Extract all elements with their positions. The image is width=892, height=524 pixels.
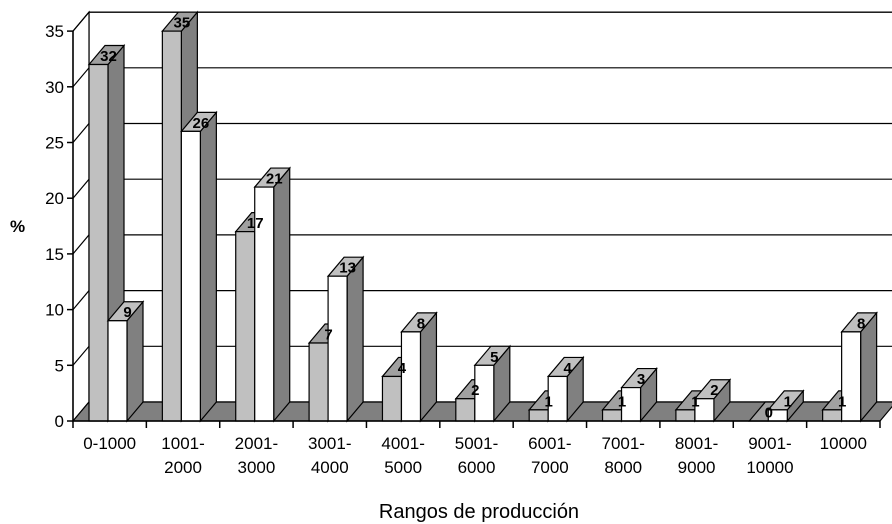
data-label: 4: [398, 360, 407, 377]
bar-front: [675, 409, 696, 422]
bar: [546, 355, 585, 423]
data-label: 1: [691, 393, 699, 410]
bar: [326, 255, 365, 423]
x-tick-label: 8001-9000: [675, 434, 718, 477]
data-label: 8: [417, 315, 425, 332]
data-label: 13: [339, 260, 356, 277]
data-label: 1: [838, 393, 846, 410]
data-label: 32: [100, 48, 117, 65]
bar-front: [327, 275, 348, 422]
bar: [766, 389, 805, 423]
data-label: 21: [266, 171, 283, 188]
bar-front: [308, 342, 329, 422]
data-label: 7: [324, 327, 332, 344]
x-tick-label: 1001-2000: [161, 434, 204, 477]
bar-side: [346, 255, 364, 423]
x-tick-label: 0-1000: [83, 434, 136, 453]
y-tick-label: 0: [55, 412, 64, 431]
data-label: 26: [193, 115, 210, 132]
bar-front: [528, 409, 549, 422]
bar: [180, 110, 218, 423]
chart-bars: [87, 10, 878, 423]
side-wall: [72, 10, 90, 423]
data-label: 17: [247, 215, 264, 232]
x-axis-title: Rangos de producción: [379, 501, 579, 523]
y-tick-label: 15: [45, 245, 64, 264]
bar: [693, 378, 732, 423]
bar-front: [107, 320, 128, 422]
data-label: 3: [637, 371, 645, 388]
bar: [253, 166, 292, 423]
bar: [473, 344, 512, 423]
data-label: 1: [618, 393, 626, 410]
bar-front: [235, 231, 256, 422]
bar-side: [273, 166, 291, 423]
x-tick-label: 10000: [820, 434, 867, 453]
y-tick-label: 25: [45, 134, 64, 153]
data-label: 8: [857, 315, 865, 332]
bar-front: [822, 409, 843, 422]
data-label: 1: [545, 393, 553, 410]
gridline: [72, 11, 892, 32]
x-tick-label: 9001-10000: [746, 434, 793, 477]
data-label: 4: [564, 360, 573, 377]
x-tick-label: 5001-6000: [455, 434, 498, 477]
bar-front: [601, 409, 623, 422]
y-tick-label: 5: [55, 356, 64, 375]
bar-front: [455, 398, 476, 422]
bar-side: [199, 110, 217, 423]
y-tick-label: 20: [45, 189, 64, 208]
data-label: 2: [471, 382, 479, 399]
y-axis-title: %: [10, 217, 25, 236]
data-label: 35: [174, 15, 191, 32]
bar: [106, 300, 145, 423]
y-tick-label: 35: [45, 22, 64, 41]
x-tick-label: 2001-3000: [235, 434, 278, 477]
x-tick-label: 4001-5000: [381, 434, 424, 477]
bar: [840, 311, 878, 423]
bar-front: [88, 63, 109, 422]
data-label: 2: [710, 382, 718, 399]
x-tick-label: 3001-4000: [308, 434, 351, 477]
bar: [400, 311, 438, 423]
x-tick-label: 6001-7000: [528, 434, 571, 477]
bar-front: [161, 30, 182, 422]
data-label: 5: [490, 349, 498, 366]
bar-front: [381, 375, 403, 422]
data-label: 1: [784, 393, 792, 410]
y-tick-label: 30: [45, 78, 64, 97]
x-tick-label: 7001-8000: [601, 434, 644, 477]
y-tick-label: 10: [45, 301, 64, 320]
bar-front: [180, 130, 201, 422]
data-label: 9: [123, 304, 131, 321]
data-label: 0: [765, 405, 773, 422]
